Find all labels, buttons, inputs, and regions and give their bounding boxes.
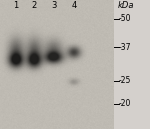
Text: 1: 1 <box>13 1 19 10</box>
Text: -37: -37 <box>119 43 131 52</box>
Text: 2: 2 <box>32 1 37 10</box>
Text: -20: -20 <box>119 99 131 108</box>
Text: kDa: kDa <box>118 1 134 10</box>
Text: -50: -50 <box>119 14 131 23</box>
Text: 3: 3 <box>51 1 56 10</box>
Text: -25: -25 <box>119 76 131 85</box>
Text: 4: 4 <box>72 1 77 10</box>
